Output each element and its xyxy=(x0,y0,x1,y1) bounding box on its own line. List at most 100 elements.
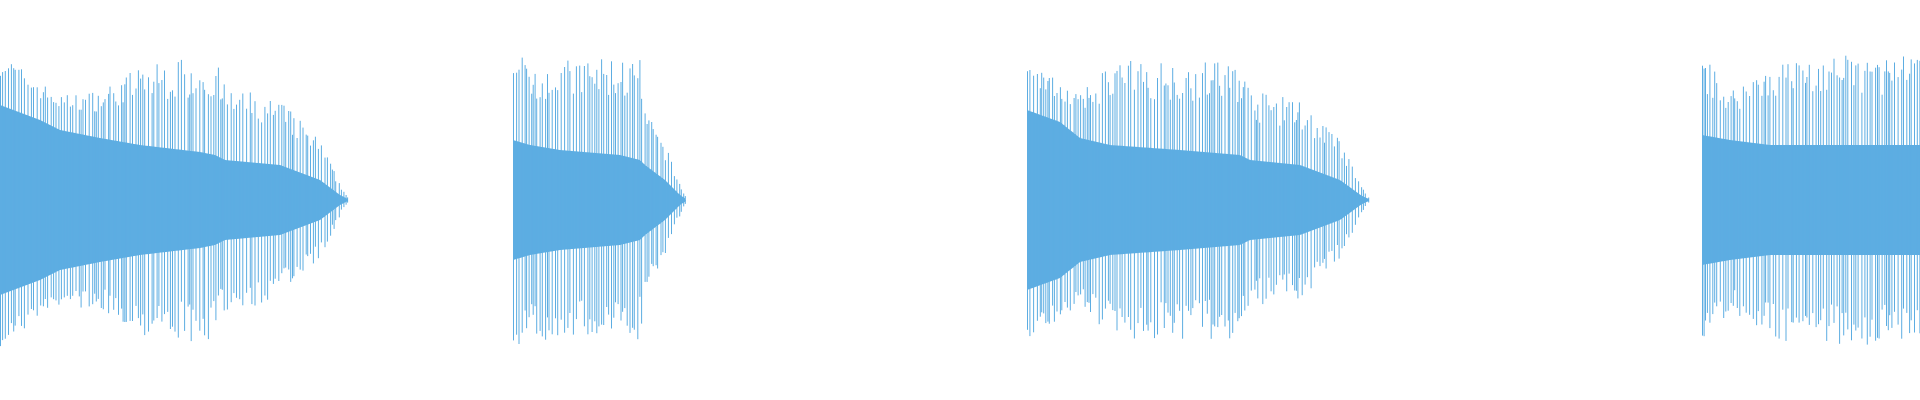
waveform-bar xyxy=(283,105,285,269)
waveform-bar xyxy=(1884,71,1886,305)
waveform-bar xyxy=(1901,69,1903,339)
waveform-bar xyxy=(310,145,311,254)
waveform-bar xyxy=(594,83,596,322)
waveform-bar xyxy=(1745,91,1747,313)
waveform-bar xyxy=(207,94,209,340)
waveform-bar xyxy=(158,83,160,306)
waveform-bar xyxy=(1736,101,1738,308)
waveform-bar xyxy=(518,69,520,344)
waveform-bar xyxy=(113,93,115,310)
waveform-bar xyxy=(1292,102,1293,286)
waveform-bar xyxy=(1716,83,1718,307)
waveform-bar xyxy=(1368,197,1370,203)
waveform-bar xyxy=(583,66,585,327)
waveform-bar xyxy=(581,92,583,301)
waveform-bar xyxy=(608,94,610,315)
waveform-bar xyxy=(1916,59,1918,311)
waveform-bar xyxy=(1304,125,1306,285)
waveform-bar xyxy=(47,97,49,308)
waveform-bar xyxy=(1053,96,1055,322)
waveform-bar xyxy=(667,152,669,238)
waveform-bar xyxy=(1244,81,1246,311)
waveform-bar xyxy=(264,106,266,296)
waveform-bar xyxy=(1310,115,1312,289)
waveform-bar xyxy=(1119,65,1121,309)
waveform-bar xyxy=(1047,81,1049,322)
waveform-bar xyxy=(1778,76,1780,339)
waveform-bar xyxy=(528,76,530,318)
waveform-bar xyxy=(1090,95,1091,312)
waveform-bar xyxy=(1338,141,1340,259)
waveform-bar xyxy=(1765,75,1767,303)
waveform-bar xyxy=(1198,97,1200,304)
waveform-bar xyxy=(683,193,685,207)
waveform-bar xyxy=(1316,128,1318,262)
waveform-bar xyxy=(1098,103,1100,325)
waveform-bar xyxy=(569,71,571,313)
waveform-bar xyxy=(1080,95,1082,295)
waveform-bar xyxy=(1029,70,1031,337)
waveform-bar xyxy=(33,87,34,311)
waveform-bar xyxy=(1346,165,1347,235)
waveform-bar xyxy=(36,87,38,316)
waveform-bar xyxy=(1275,103,1277,285)
waveform-bar xyxy=(629,68,631,333)
waveform-bar xyxy=(1056,93,1058,312)
waveform-bar xyxy=(531,93,533,305)
waveform-bar xyxy=(1133,89,1135,339)
waveform-bar xyxy=(1792,88,1794,323)
waveform-bar xyxy=(551,89,553,335)
waveform-bar xyxy=(648,120,650,277)
waveform-bar xyxy=(1847,59,1849,330)
waveform-bar xyxy=(75,95,77,291)
waveform-bar xyxy=(121,85,123,309)
waveform-bar xyxy=(572,93,574,335)
waveform-bar xyxy=(27,84,29,315)
waveform-bar xyxy=(1195,74,1197,301)
waveform-bar xyxy=(292,134,293,279)
waveform-bar xyxy=(624,95,626,309)
waveform-bar xyxy=(30,87,32,309)
waveform-bar xyxy=(1714,71,1716,303)
waveform-bar xyxy=(1839,77,1841,344)
waveform-bar xyxy=(1705,68,1706,321)
waveform-bar xyxy=(1706,94,1708,313)
waveform-bar xyxy=(1855,65,1857,331)
waveform-bar xyxy=(109,86,111,296)
waveform-bar xyxy=(620,82,622,321)
waveform-bar xyxy=(1319,137,1321,267)
waveform-bar xyxy=(104,99,106,290)
waveform-bar xyxy=(671,161,672,235)
waveform-bar xyxy=(135,88,137,306)
waveform-bar xyxy=(122,102,124,322)
waveform-bar xyxy=(88,93,90,307)
waveform-bar xyxy=(345,195,347,205)
waveform-bar xyxy=(1121,77,1123,317)
waveform-bar xyxy=(144,89,146,336)
waveform-bar xyxy=(1217,62,1219,328)
waveform-bar xyxy=(644,113,646,282)
waveform-bar xyxy=(1109,95,1111,304)
waveform-bar xyxy=(1172,68,1174,333)
waveform-bar xyxy=(1295,120,1297,291)
waveform-bar xyxy=(290,111,292,282)
waveform-bar xyxy=(187,97,189,307)
waveform-bar xyxy=(148,77,149,332)
waveform-bar xyxy=(657,136,659,269)
waveform-bar xyxy=(94,111,96,294)
waveform-bar xyxy=(1757,84,1759,312)
waveform-bar xyxy=(161,80,163,322)
waveform-bar xyxy=(655,134,657,266)
waveform-bar xyxy=(42,92,44,307)
waveform-bar xyxy=(1160,63,1162,303)
waveform-bar xyxy=(1828,71,1830,327)
waveform-bar xyxy=(340,189,342,210)
waveform-bar xyxy=(132,94,133,322)
waveform-bar xyxy=(213,95,215,302)
waveform-bar xyxy=(1869,71,1871,337)
waveform-bar xyxy=(1734,98,1736,291)
waveform-bar xyxy=(1270,110,1272,292)
waveform-bar xyxy=(1045,89,1047,324)
waveform-bar xyxy=(536,98,538,334)
